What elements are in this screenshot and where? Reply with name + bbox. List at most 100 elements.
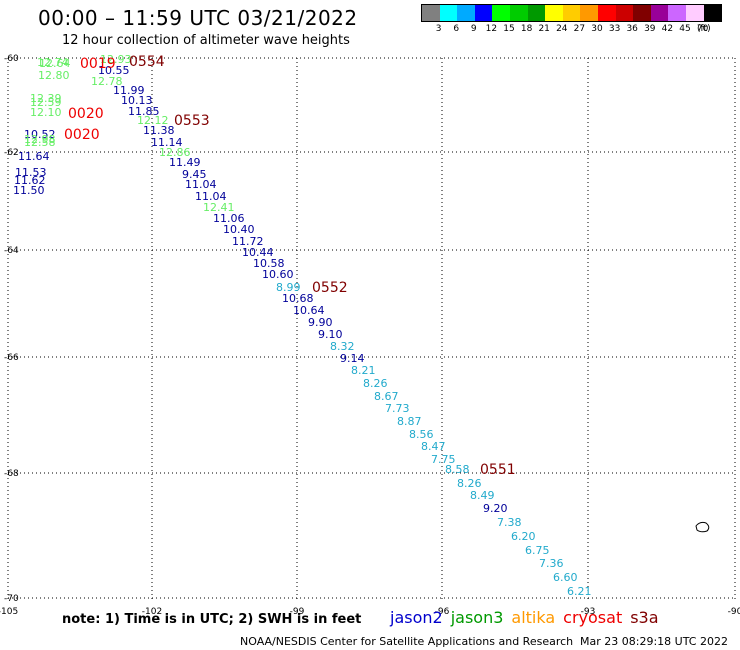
satellite-jason3: jason3 (450, 608, 504, 627)
wave-height-value: 12.93 (100, 53, 132, 66)
wave-height-value: 11.53 (15, 166, 47, 179)
latitude-label: -66 (4, 353, 19, 363)
credit-line: NOAA/NESDIS Center for Satellite Applica… (240, 635, 574, 648)
wave-height-value: 8.47 (421, 440, 446, 453)
legend-label: 21 (538, 24, 550, 34)
pass-time-label: 0554 (129, 54, 165, 70)
wave-height-value: 8.26 (363, 377, 388, 390)
legend-swatch (580, 5, 598, 21)
longitude-label: -96 (435, 607, 450, 617)
wave-height-value: 10.40 (223, 223, 255, 236)
wave-height-value: 11.50 (13, 184, 45, 197)
pass-time-label: 0553 (174, 113, 210, 129)
wave-height-value: 12.80 (38, 69, 70, 82)
latitude-label: -68 (4, 469, 19, 479)
legend-swatch (474, 5, 493, 21)
satellite-s3a: s3a (630, 608, 659, 627)
time-label-layer: 0554 0019 0553 0020 0020 0552 0551 (64, 54, 516, 478)
wave-height-value: 6.21 (567, 585, 592, 598)
legend-label: 70 (696, 24, 709, 34)
wave-height-value: 9.20 (483, 502, 508, 515)
legend-label: 36 (626, 24, 638, 34)
latitude-label: -70 (4, 594, 19, 604)
wave-height-value: 7.75 (431, 453, 456, 466)
wave-height-value: 11.06 (213, 212, 245, 225)
pass-time-label: 0020 (68, 106, 104, 122)
legend-label: 24 (556, 24, 568, 34)
chart-subtitle: 12 hour collection of altimeter wave hei… (62, 33, 350, 48)
wave-height-value: 6.20 (511, 530, 536, 543)
wave-height-value: 10.58 (253, 257, 285, 270)
legend-label: 12 (485, 24, 498, 34)
legend-label: 6 (453, 24, 460, 34)
pass-time-label: 0020 (64, 127, 100, 143)
legend-swatch (509, 5, 528, 21)
wave-height-value: 11.14 (151, 136, 183, 149)
wave-height-value: 11.04 (185, 178, 217, 191)
satellite-jason2: jason2 (390, 608, 443, 627)
legend-label: 33 (608, 24, 621, 34)
wave-height-value: 11.64 (18, 150, 50, 163)
wave-height-value: 8.67 (374, 390, 399, 403)
legend-label: 15 (503, 24, 515, 34)
wave-height-value: 10.68 (282, 292, 314, 305)
wave-height-value: 12.74 (37, 56, 69, 69)
generated-timestamp: Mar 23 08:29:18 UTC 2022 (580, 635, 728, 648)
wave-height-value: 10.13 (121, 94, 153, 107)
legend-swatch (615, 5, 634, 21)
legend-swatch (457, 5, 475, 21)
longitude-label: -90 (728, 607, 740, 617)
latitude-label: -64 (4, 246, 19, 256)
wave-height-value: 11.62 (14, 174, 46, 187)
latitude-label: -60 (4, 54, 19, 64)
wave-height-value: 12.86 (159, 146, 191, 159)
wave-height-value: 10.44 (242, 246, 274, 259)
wave-height-value: 8.56 (409, 428, 434, 441)
wave-height-value: 7.36 (539, 557, 564, 570)
legend-swatch (545, 5, 563, 21)
legend-swatch (527, 5, 546, 21)
legend-label: 39 (644, 24, 656, 34)
legend-label: 27 (573, 24, 586, 34)
wave-height-value: 8.58 (445, 463, 470, 476)
legend-label: 45 (679, 24, 691, 34)
wave-height-value: 11.49 (169, 156, 201, 169)
wave-height-value: 12.39 (30, 92, 62, 105)
legend-label: 42 (661, 24, 674, 34)
legend-label: 9 (470, 24, 477, 34)
legend-swatch (685, 5, 704, 21)
wave-height-value: 9.14 (340, 352, 365, 365)
wave-height-value: 12.10 (30, 106, 62, 119)
legend-label: (ft) (697, 24, 711, 34)
longitude-label: -93 (581, 607, 596, 617)
axis-labels: -60 -62 -64 -66 -68 -70 -105 -102 -99 -96 -93 -90 (0, 54, 740, 617)
legend-label: 3 (435, 24, 442, 34)
legend-swatch (597, 5, 616, 21)
wave-height-value: 12.98 (24, 133, 56, 146)
wave-height-value: 7.38 (497, 516, 522, 529)
graticule (7, 57, 736, 600)
wave-height-value: 9.45 (182, 168, 207, 181)
wave-height-value: 8.87 (397, 415, 422, 428)
wave-height-value: 7.73 (385, 402, 410, 415)
satellite-cryosat: cryosat (563, 608, 623, 627)
wave-height-value: 9.10 (318, 328, 343, 341)
longitude-label: -102 (142, 607, 162, 617)
wave-height-value: 6.60 (553, 571, 578, 584)
legend-swatches (421, 4, 723, 22)
wave-height-value: 12.12 (137, 114, 169, 127)
footnote: note: 1) Time is in UTC; 2) SWH is in fe… (62, 612, 362, 627)
legend-label: 30 (591, 24, 603, 34)
wave-height-value: 8.21 (351, 364, 376, 377)
legend-swatch (422, 5, 440, 21)
wave-height-value: 12.64 (39, 57, 71, 70)
legend-label: 18 (520, 24, 533, 34)
color-legend: 3 6 9 12 15 18 21 24 27 30 33 36 39 42 45 70 (ft) (421, 4, 723, 36)
longitude-label: -105 (0, 607, 18, 617)
wave-height-value: 11.99 (113, 84, 145, 97)
wave-height-value: 11.38 (143, 124, 175, 137)
legend-swatch (650, 5, 669, 21)
chart-title: 00:00 – 11:59 UTC 03/21/2022 (38, 6, 358, 30)
legend-swatch (439, 5, 458, 21)
